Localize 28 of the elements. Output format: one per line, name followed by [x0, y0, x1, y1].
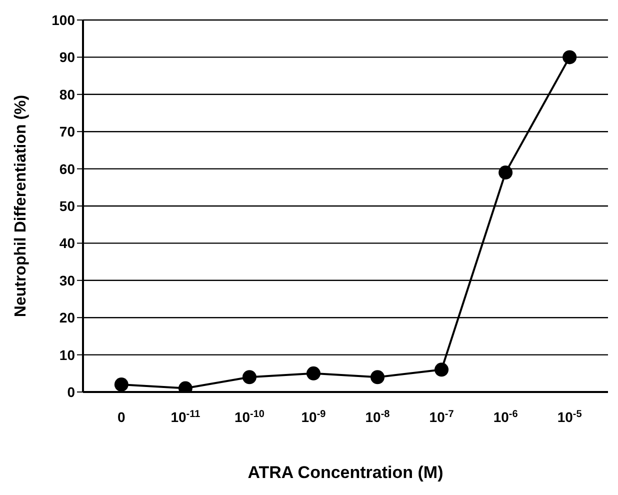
y-tick-label: 50 — [59, 198, 76, 214]
x-tick-label: 10$^{-5}$ — [557, 408, 582, 425]
y-tick-label: 30 — [59, 272, 76, 288]
x-tick-label: 0 — [118, 409, 126, 425]
x-axis-title: ATRA Concentration (M) — [248, 463, 444, 482]
y-tick-label: 60 — [59, 160, 76, 177]
point — [370, 370, 385, 384]
point — [498, 166, 513, 180]
point — [114, 378, 128, 392]
x-tick-label: 10$^{-10}$ — [234, 408, 265, 425]
y-tick-label: 10 — [59, 346, 76, 363]
y-tick-label: 20 — [59, 310, 76, 326]
point — [434, 362, 449, 377]
y-axis-title: Neutrophil Differentiation (%) — [12, 94, 30, 318]
y-tick-label: 100 — [52, 12, 76, 28]
y-tick-label: 40 — [59, 235, 76, 252]
x-tick-label: 10$^{-9}$ — [301, 408, 326, 425]
y-tick-label: 0 — [67, 384, 76, 400]
y-tick-label: 70 — [59, 124, 76, 140]
x-tick-label: 10$^{-8}$ — [365, 408, 390, 425]
point — [562, 50, 577, 64]
point — [242, 370, 256, 384]
x-tick-label: 10$^{-7}$ — [429, 408, 454, 425]
x-tick-label: 10$^{-6}$ — [493, 408, 518, 425]
point — [306, 366, 320, 380]
y-tick-label: 90 — [59, 49, 76, 66]
x-tick-label: 10$^{-11}$ — [170, 408, 201, 425]
y-tick-label: 80 — [59, 86, 76, 102]
